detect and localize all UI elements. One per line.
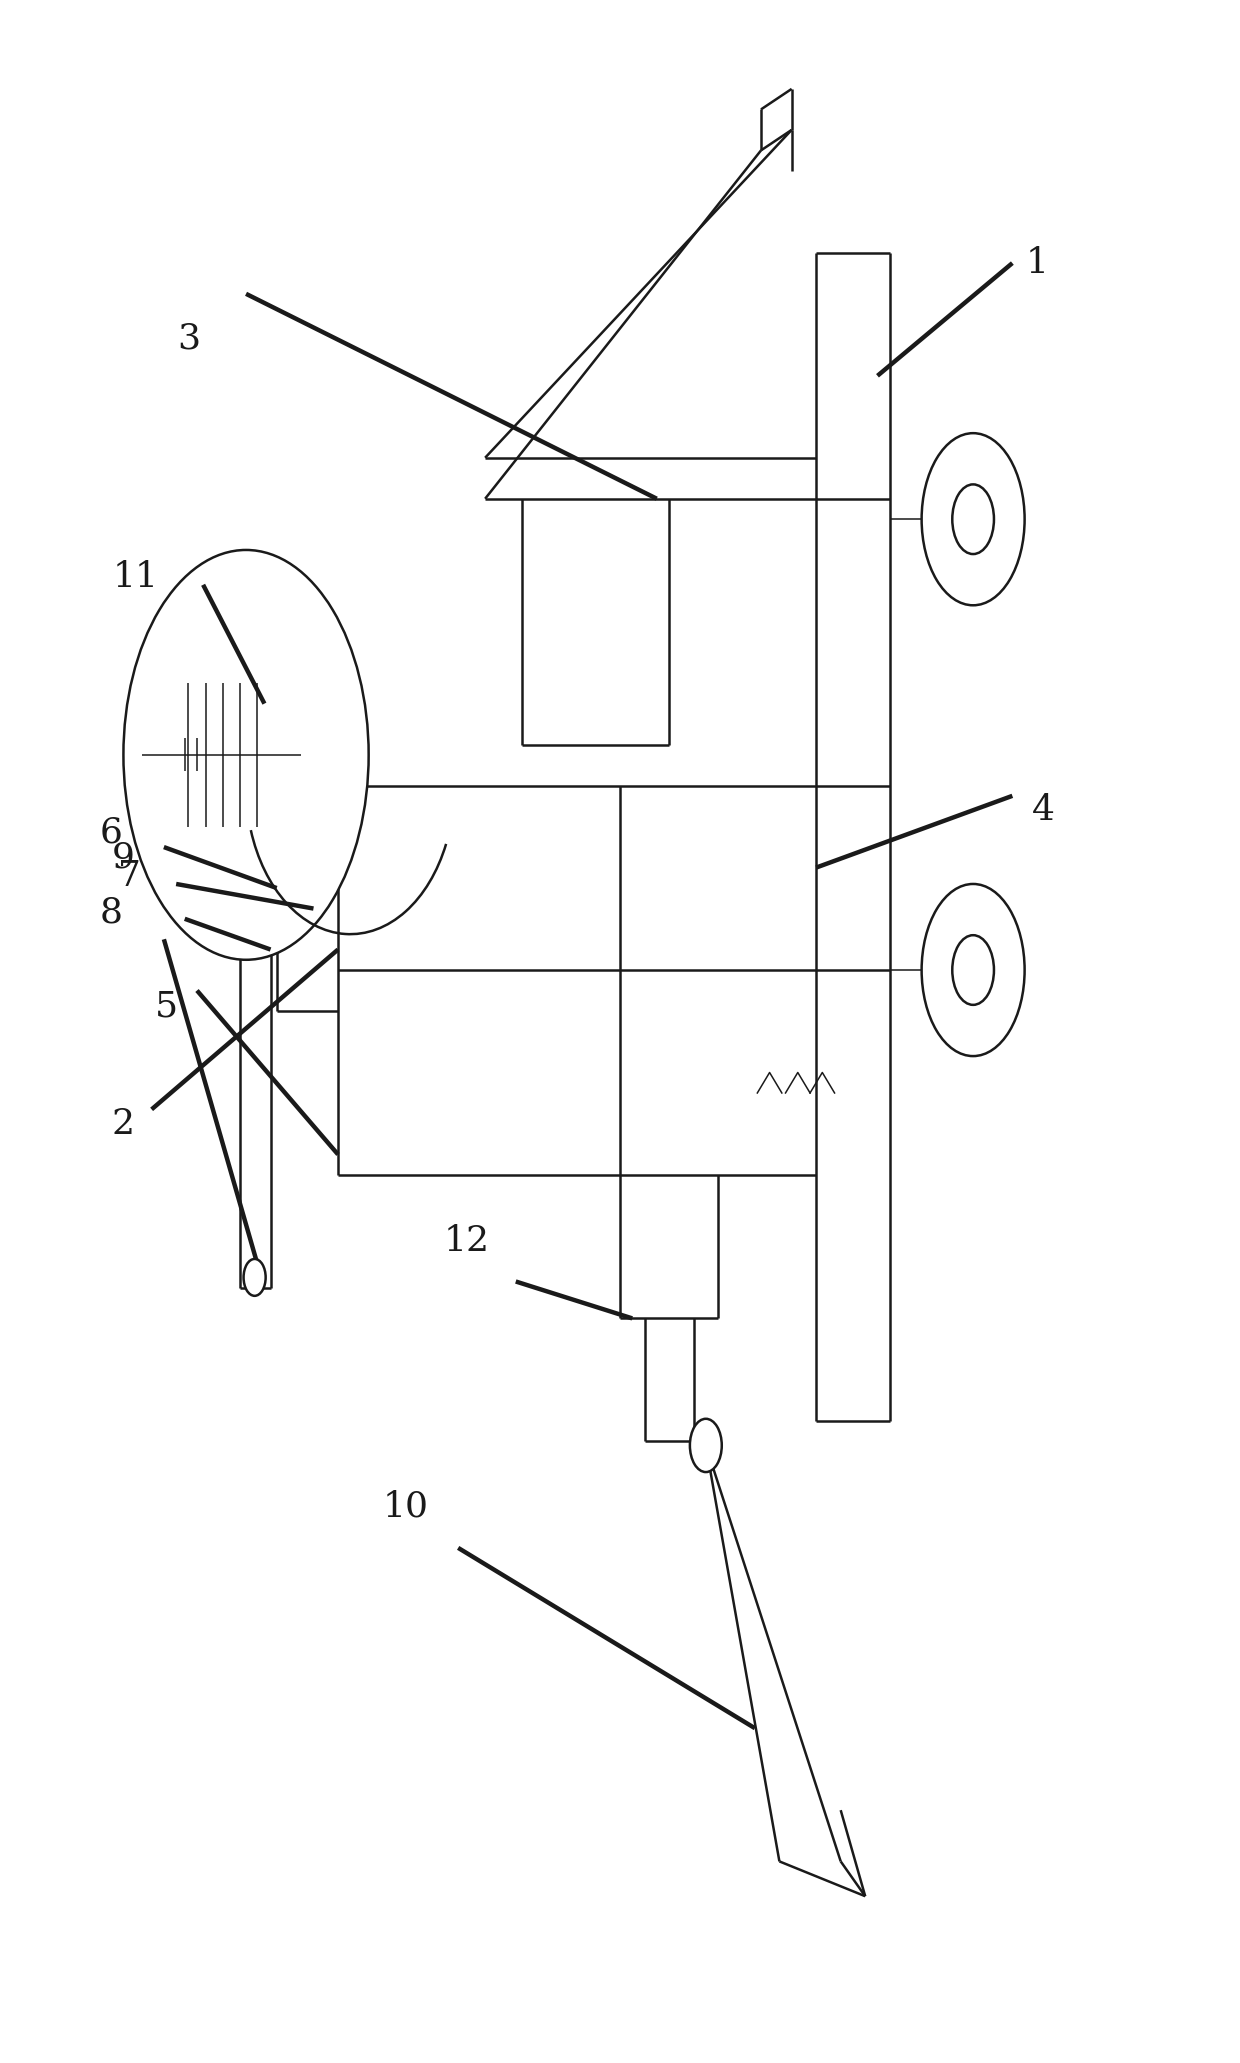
Circle shape [689,1419,722,1473]
Text: 11: 11 [113,559,159,594]
Text: 7: 7 [118,858,141,893]
Circle shape [921,433,1024,604]
Text: 9: 9 [112,840,135,875]
Circle shape [921,883,1024,1056]
Text: 6: 6 [99,815,123,850]
Text: 10: 10 [382,1489,429,1525]
Circle shape [952,485,994,555]
Circle shape [952,935,994,1005]
Text: 1: 1 [1025,245,1048,281]
Circle shape [243,1258,265,1296]
Circle shape [124,551,368,959]
Text: 8: 8 [99,895,123,930]
Text: 5: 5 [155,990,177,1023]
Text: 3: 3 [177,322,200,357]
Text: 2: 2 [112,1106,135,1141]
Text: 12: 12 [444,1223,490,1258]
Text: 4: 4 [1032,792,1054,827]
